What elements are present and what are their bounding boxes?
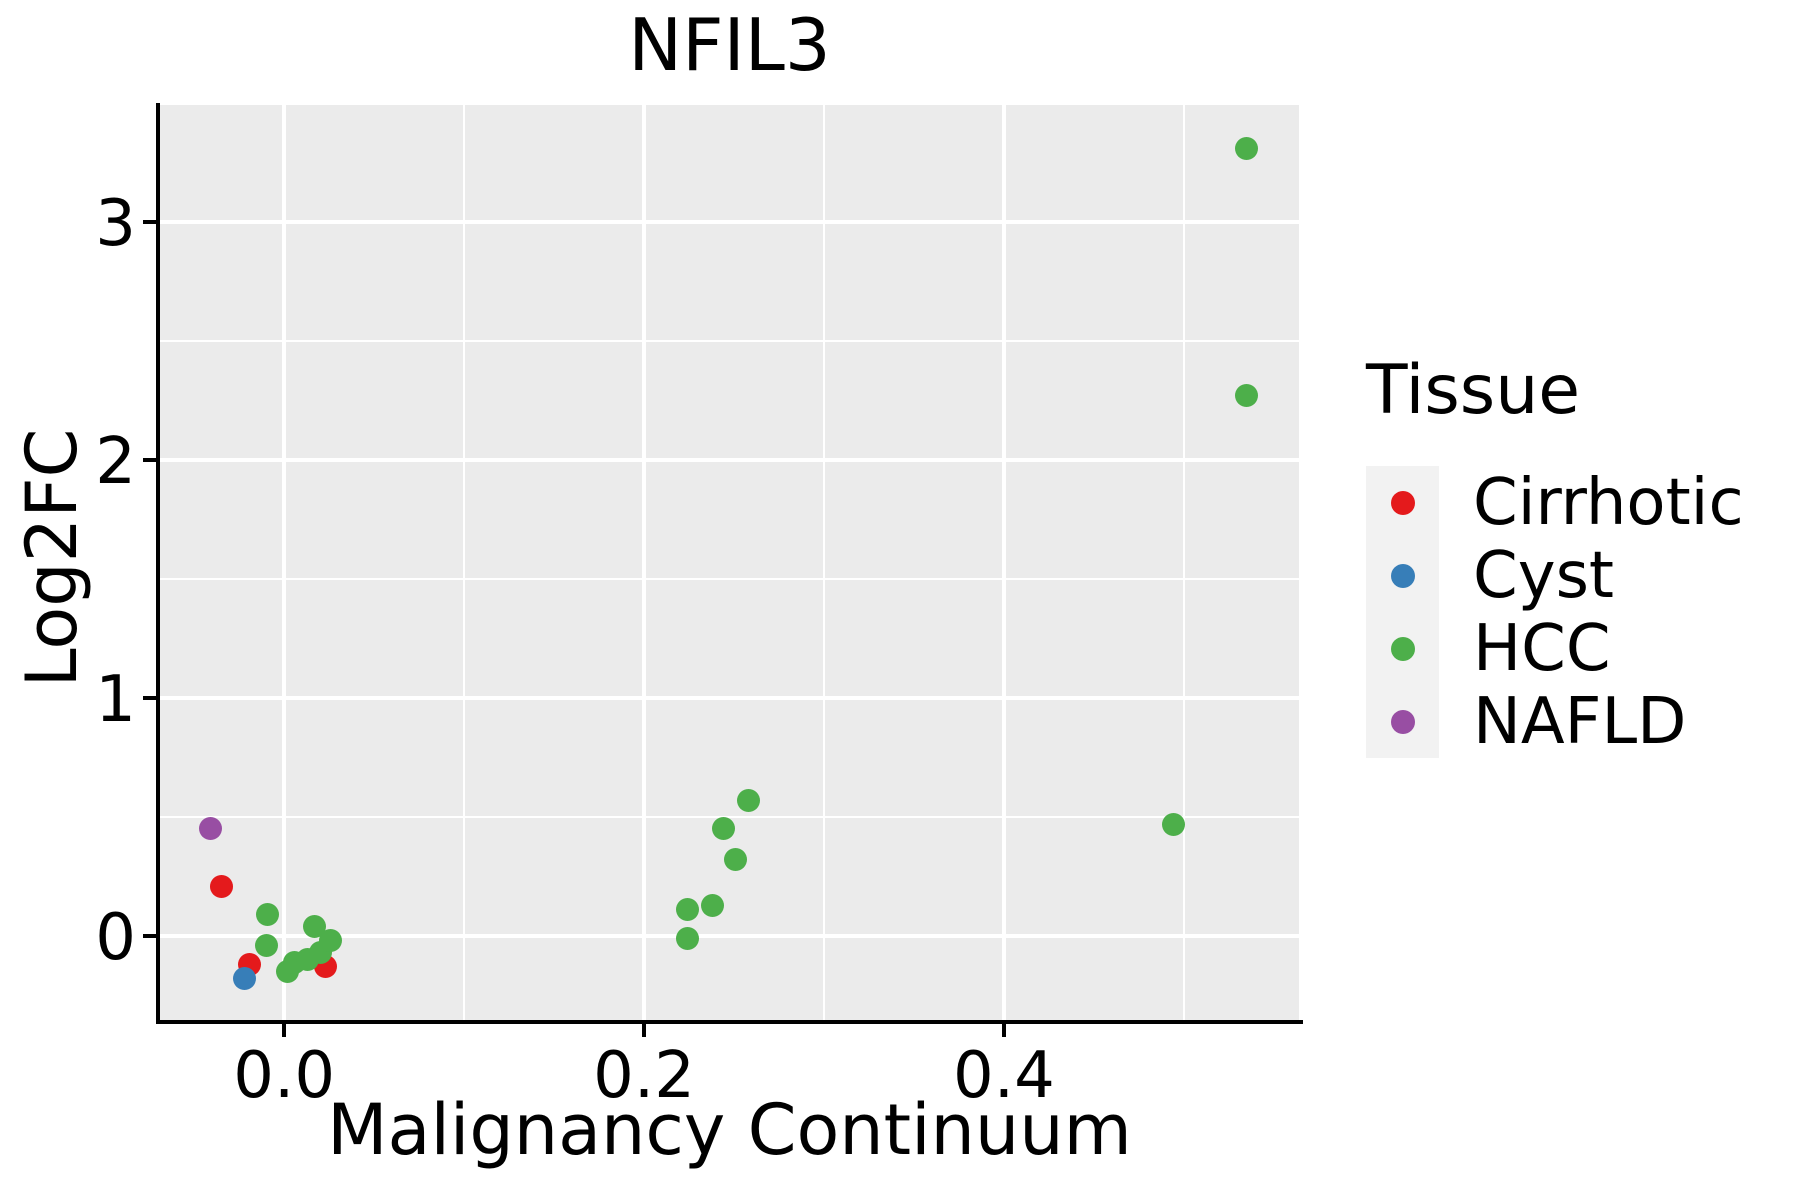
legend-item-label: HCC bbox=[1473, 611, 1611, 686]
y-tick-label: 0 bbox=[95, 900, 136, 975]
x-axis-line bbox=[156, 1020, 1303, 1024]
legend-item: HCC bbox=[1366, 611, 1744, 686]
x-tick-mark bbox=[1001, 1024, 1006, 1037]
legend-item-label: Cyst bbox=[1473, 538, 1614, 613]
legend-swatch-dot bbox=[1390, 636, 1415, 661]
data-point bbox=[1235, 384, 1259, 408]
data-point bbox=[233, 967, 257, 991]
data-point bbox=[736, 788, 760, 812]
data-point bbox=[1161, 812, 1185, 836]
data-point bbox=[303, 914, 327, 938]
gridline-major-y bbox=[160, 696, 1299, 700]
data-point bbox=[198, 817, 222, 841]
plot-panel bbox=[160, 105, 1299, 1020]
x-tick-mark bbox=[282, 1024, 287, 1037]
y-tick-mark bbox=[143, 458, 156, 463]
chart-title: NFIL3 bbox=[628, 3, 831, 87]
data-point bbox=[724, 848, 748, 872]
data-point bbox=[256, 903, 280, 927]
legend: Tissue Cirrhotic Cyst HCC NAFLD bbox=[1366, 351, 1744, 759]
legend-item: Cyst bbox=[1366, 538, 1744, 613]
data-point bbox=[319, 929, 343, 953]
x-tick-label: 0.4 bbox=[953, 1039, 1055, 1113]
legend-key bbox=[1366, 612, 1439, 686]
x-tick-mark bbox=[642, 1024, 647, 1037]
gridline-minor-x bbox=[463, 105, 465, 1020]
gridline-major-x bbox=[282, 105, 286, 1020]
y-axis-line bbox=[156, 103, 160, 1024]
legend-item-label: NAFLD bbox=[1473, 684, 1687, 759]
data-point bbox=[675, 926, 699, 950]
gridline-major-y bbox=[160, 458, 1299, 462]
y-tick-label: 1 bbox=[95, 663, 136, 738]
x-tick-label: 0.0 bbox=[233, 1039, 336, 1113]
legend-key bbox=[1366, 685, 1439, 759]
x-axis-title: Malignancy Continuum bbox=[327, 1089, 1132, 1171]
gridline-minor-x bbox=[823, 105, 825, 1020]
gridline-major-y bbox=[160, 934, 1299, 938]
data-point bbox=[675, 898, 699, 922]
legend-swatch-dot bbox=[1390, 563, 1415, 588]
y-tick-mark bbox=[143, 220, 156, 225]
data-point bbox=[209, 874, 233, 898]
legend-key bbox=[1366, 539, 1439, 613]
legend-swatch-dot bbox=[1390, 709, 1415, 734]
legend-items: Cirrhotic Cyst HCC NAFLD bbox=[1366, 465, 1744, 759]
y-tick-label: 3 bbox=[95, 187, 136, 262]
x-tick-label: 0.2 bbox=[593, 1039, 695, 1113]
legend-swatch-dot bbox=[1390, 490, 1415, 515]
gridline-minor-y bbox=[160, 340, 1299, 342]
gridline-minor-y bbox=[160, 816, 1299, 818]
gridline-major-x bbox=[642, 105, 646, 1020]
y-tick-label: 2 bbox=[95, 425, 136, 500]
gridline-major-x bbox=[1002, 105, 1006, 1020]
legend-item: NAFLD bbox=[1366, 684, 1744, 759]
legend-item-label: Cirrhotic bbox=[1473, 465, 1744, 540]
data-point bbox=[254, 934, 278, 957]
legend-item: Cirrhotic bbox=[1366, 465, 1744, 540]
y-tick-mark bbox=[143, 933, 156, 938]
gridline-minor-x bbox=[1182, 105, 1185, 1020]
gridline-major-y bbox=[160, 220, 1299, 224]
data-point bbox=[711, 817, 735, 841]
gridline-minor-y bbox=[160, 578, 1299, 580]
data-point bbox=[700, 893, 724, 917]
legend-key bbox=[1366, 466, 1439, 540]
data-point bbox=[1235, 136, 1259, 160]
legend-title: Tissue bbox=[1366, 351, 1581, 430]
y-tick-mark bbox=[143, 696, 156, 701]
